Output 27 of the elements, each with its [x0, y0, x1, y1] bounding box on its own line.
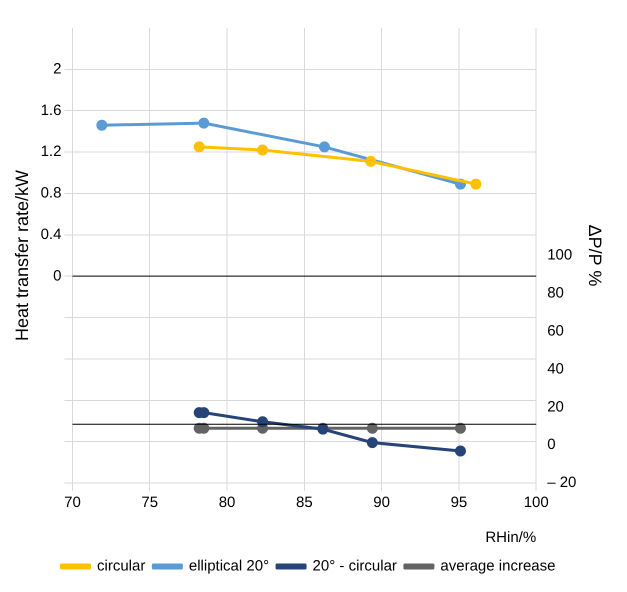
y2-tick-label: 20	[547, 398, 564, 416]
x-tick-label: 70	[64, 494, 81, 512]
y-tick-label: 1.2	[40, 143, 62, 160]
y2-tick-label: – 20	[547, 474, 576, 492]
y2-tick-label: 80	[547, 284, 564, 302]
legend-label: 20° - circular	[312, 558, 397, 575]
x-tick-label: 90	[373, 494, 390, 512]
y-tick-label: 1.6	[40, 102, 62, 119]
y2-axis-title: ΔP/P %	[585, 224, 606, 286]
y2-tick-label: 0	[547, 436, 556, 454]
legend-label: average increase	[440, 558, 556, 575]
x-tick-label: 80	[218, 494, 236, 512]
x-tick-label: 85	[296, 494, 313, 512]
y-tick-label: 2	[53, 60, 62, 78]
x-tick-label: 75	[141, 494, 158, 512]
y2-tick-label: 40	[547, 360, 564, 378]
x-tick-label: 95	[450, 494, 468, 512]
legend-label: circular	[97, 558, 146, 575]
y-tick-label: 0.4	[40, 226, 62, 243]
y2-tick-label: 60	[547, 322, 564, 340]
x-tick-label: 100	[524, 494, 549, 512]
y-axis-title: Heat transfer rate/kW	[12, 170, 32, 342]
y-tick-label: 0	[53, 267, 62, 284]
y-tick-label: 0.8	[40, 184, 62, 202]
legend-label: elliptical 20°	[188, 558, 270, 575]
x-axis-title: RHin/%	[485, 529, 536, 546]
y2-tick-label: 100	[547, 246, 572, 264]
